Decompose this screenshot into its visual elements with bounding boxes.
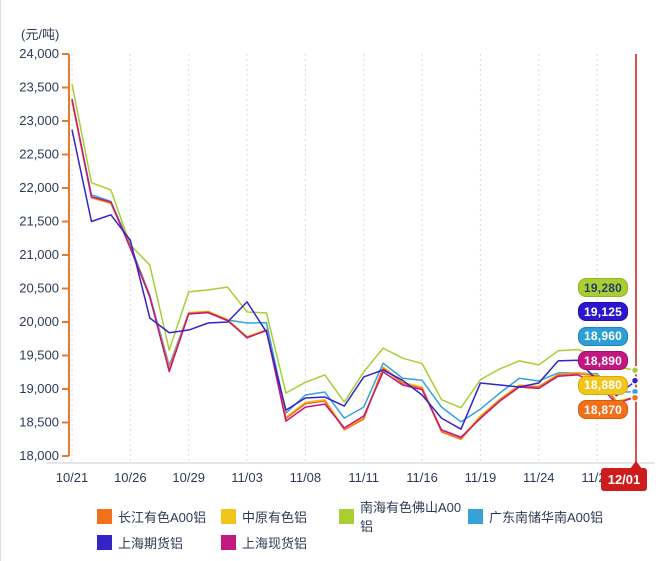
value-pill: 19,125 bbox=[578, 302, 628, 322]
value-pill: 18,960 bbox=[578, 326, 628, 346]
series-line bbox=[71, 84, 637, 409]
legend-label: 南海有色佛山A00铝 bbox=[360, 500, 462, 534]
legend-label: 中原有色铝 bbox=[242, 509, 308, 525]
legend-swatch bbox=[468, 508, 483, 524]
x-tick-label: 10/29 bbox=[172, 470, 205, 485]
legend-swatch bbox=[221, 534, 236, 550]
chart-legend: 长江有色A00铝 中原有色铝 南海有色佛山A00铝 广东南储华南A00铝 上海期货铝上… bbox=[97, 500, 657, 555]
y-tick-label: 21,000 bbox=[19, 247, 59, 262]
legend-item: 南海有色佛山A00铝 bbox=[339, 497, 468, 535]
date-callout-pointer bbox=[630, 461, 642, 469]
y-tick-label: 21,500 bbox=[19, 214, 59, 229]
value-pill: 18,880 bbox=[578, 375, 628, 395]
y-tick-label: 18,500 bbox=[19, 415, 59, 430]
y-tick-label: 19,500 bbox=[19, 348, 59, 363]
x-tick-label: 11/08 bbox=[290, 470, 322, 485]
legend-label: 长江有色A00铝 bbox=[118, 509, 207, 525]
legend-swatch bbox=[339, 508, 354, 524]
x-tick-label: 11/11 bbox=[348, 470, 379, 485]
value-pill: 18,890 bbox=[578, 351, 628, 371]
x-tick-label: 11/03 bbox=[231, 470, 263, 485]
legend-label: 上海期货铝 bbox=[118, 535, 184, 551]
legend-row: 上海期货铝 上海现货铝 bbox=[97, 529, 657, 555]
legend-row: 长江有色A00铝 中原有色铝 南海有色佛山A00铝 广东南储华南A00铝 bbox=[97, 500, 657, 534]
legend-swatch bbox=[97, 534, 112, 550]
series-line bbox=[71, 100, 637, 440]
legend-item: 中原有色铝 bbox=[221, 507, 339, 526]
y-tick-label: 22,500 bbox=[19, 147, 59, 162]
legend-label: 上海现货铝 bbox=[242, 535, 308, 551]
y-tick-label: 18,000 bbox=[19, 448, 59, 463]
x-tick-label: 10/26 bbox=[114, 470, 147, 485]
legend-swatch bbox=[221, 508, 236, 524]
series-end-dot bbox=[630, 365, 640, 375]
x-tick-label: 11/19 bbox=[465, 470, 497, 485]
series-line bbox=[71, 98, 637, 438]
series-end-dot bbox=[630, 393, 640, 402]
y-tick-label: 19,000 bbox=[19, 381, 59, 396]
x-tick-label: 10/21 bbox=[56, 470, 89, 485]
y-axis-unit-label: (元/吨) bbox=[21, 27, 60, 42]
y-tick-label: 23,000 bbox=[19, 113, 59, 128]
y-tick-label: 20,500 bbox=[19, 281, 59, 296]
y-tick-label: 22,000 bbox=[19, 180, 59, 195]
legend-item: 广东南储华南A00铝 bbox=[468, 507, 603, 526]
value-pill: 19,280 bbox=[578, 278, 628, 297]
legend-label: 广东南储华南A00铝 bbox=[489, 509, 604, 525]
y-tick-label: 24,000 bbox=[19, 46, 59, 61]
y-tick-label: 20,000 bbox=[19, 314, 59, 329]
series-line bbox=[71, 129, 637, 430]
series-line bbox=[71, 100, 637, 423]
value-pill: 18,870 bbox=[578, 400, 628, 419]
date-callout-box bbox=[601, 468, 647, 491]
chart-canvas: 24,000 23,500 23,000 22,500 22,000 21,500 21,0… bbox=[19, 46, 655, 491]
legend-swatch bbox=[97, 508, 112, 524]
x-tick-label: 11/16 bbox=[406, 470, 438, 485]
date-callout-label: 12/01 bbox=[608, 472, 641, 487]
legend-item: 长江有色A00铝 bbox=[97, 507, 221, 526]
series-end-dot bbox=[630, 376, 640, 385]
y-tick-label: 23,500 bbox=[19, 80, 59, 95]
legend-item: 上海现货铝 bbox=[221, 533, 307, 552]
x-tick-label: 11/24 bbox=[523, 470, 555, 485]
legend-item: 上海期货铝 bbox=[97, 533, 221, 552]
